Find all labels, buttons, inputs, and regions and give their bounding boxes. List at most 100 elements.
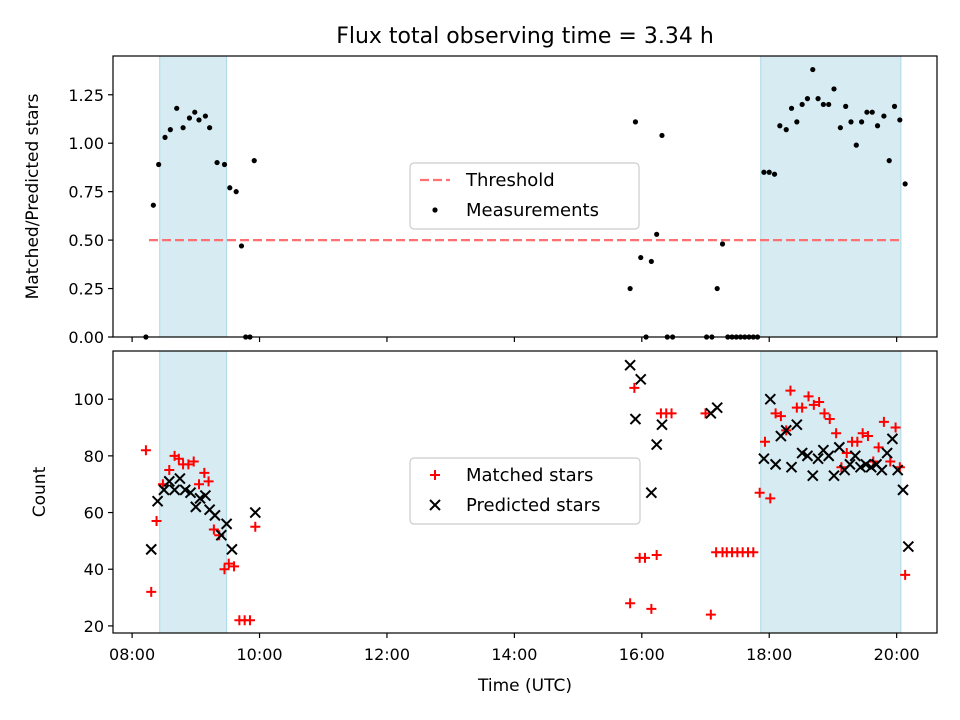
- observing-windows-bottom: [159, 350, 902, 634]
- predicted-star-marker: [151, 495, 164, 507]
- measurement-point: [837, 125, 843, 131]
- bottom-panel-star-counts: 20 40 60 80 100 08:00 10:00 12:00 14:00 16:00 18:…: [30, 350, 938, 696]
- predicted-stars-series: [145, 359, 915, 556]
- measurement-point: [627, 285, 633, 292]
- matched-star-marker: [223, 558, 234, 569]
- matched-star-marker: [666, 408, 677, 419]
- matched-star-marker: [208, 524, 219, 535]
- matched-star-marker: [151, 516, 162, 527]
- top-y-tick-label: 1.25: [68, 86, 104, 105]
- measurement-point: [864, 109, 870, 115]
- measurement-point: [771, 171, 778, 177]
- predicted-star-marker: [199, 489, 212, 502]
- matched-star-marker: [814, 397, 825, 408]
- measurement-point: [233, 189, 239, 195]
- measurement-point: [831, 86, 837, 92]
- predicted-star-marker: [764, 393, 776, 405]
- measurement-point: [874, 123, 881, 129]
- bottom-y-tick-label: 60: [84, 504, 104, 523]
- predicted-star-marker: [215, 529, 228, 541]
- measurement-point: [251, 158, 257, 164]
- predicted-star-marker: [635, 373, 647, 386]
- x-axis-label: Time (UTC): [477, 676, 572, 696]
- measurement-point: [156, 161, 162, 168]
- top-y-tick-label: 0.00: [68, 328, 104, 347]
- legend-box: [409, 457, 641, 525]
- bottom-y-tick-label: 80: [84, 447, 104, 466]
- predicted-star-marker: [711, 401, 723, 414]
- measurement-point: [766, 169, 772, 175]
- matched-star-marker: [146, 586, 157, 597]
- matched-star-marker: [194, 479, 205, 490]
- top-y-tick-label: 0.50: [68, 231, 104, 250]
- measurement-point: [214, 159, 220, 166]
- measurement-point: [654, 231, 660, 237]
- measurement-point: [820, 101, 826, 108]
- measurement-point: [659, 132, 665, 139]
- measurement-point: [799, 101, 805, 108]
- legend-matched-swatch: [430, 470, 440, 480]
- matched-star-marker: [831, 428, 842, 439]
- matched-star-marker: [748, 547, 759, 558]
- observing-window-1: [159, 55, 228, 338]
- measurement-point: [180, 125, 186, 131]
- predicted-star-marker: [226, 543, 238, 556]
- matched-star-marker: [808, 399, 819, 410]
- x-tick-label: 12:00: [364, 645, 410, 664]
- predicted-star-marker: [865, 461, 877, 473]
- predicted-star-marker: [902, 540, 915, 553]
- matched-star-marker: [824, 414, 835, 425]
- observing-window-1: [159, 350, 228, 634]
- x-tick-label: 14:00: [491, 645, 537, 664]
- top-y-tick-label: 1.00: [68, 134, 104, 153]
- measurement-point: [167, 127, 173, 133]
- matched-star-marker: [754, 487, 765, 498]
- predicted-star-marker: [897, 484, 909, 496]
- measurement-point: [881, 113, 887, 119]
- matched-star-marker: [900, 569, 911, 580]
- measurement-point: [186, 115, 193, 121]
- matched-star-marker: [199, 467, 210, 478]
- predicted-star-marker: [780, 424, 792, 437]
- predicted-star-marker: [849, 450, 861, 462]
- measurement-point: [150, 202, 156, 208]
- matched-star-marker: [250, 521, 261, 532]
- matched-star-marker: [140, 445, 151, 456]
- predicted-star-marker: [168, 484, 181, 496]
- measurement-point: [886, 158, 892, 164]
- matched-star-marker: [890, 422, 901, 433]
- measurement-point: [174, 105, 180, 111]
- predicted-star-marker: [194, 492, 206, 505]
- matched-star-marker: [188, 456, 199, 467]
- measurement-point: [719, 241, 726, 247]
- bottom-y-axis-label: Count: [30, 466, 50, 517]
- measurement-point: [638, 254, 644, 261]
- predicted-star-marker: [822, 450, 835, 462]
- predicted-star-marker: [179, 484, 191, 496]
- measurement-point: [902, 181, 908, 187]
- measurement-point: [843, 103, 849, 109]
- matched-star-marker: [857, 428, 868, 439]
- measurement-point: [783, 127, 789, 133]
- predicted-star-marker: [854, 461, 867, 473]
- matched-star-marker: [700, 408, 711, 419]
- measurement-point: [202, 113, 208, 119]
- matched-star-marker: [173, 453, 184, 464]
- predicted-star-marker: [624, 359, 636, 371]
- predicted-star-marker: [184, 487, 197, 499]
- measurement-point: [891, 103, 898, 109]
- chart-title: Flux total observing time = 3.34 h: [336, 24, 714, 49]
- top-panel-flux-ratio: 0.00 0.25 0.50 0.75 1.00 1.25 Matched/Predict…: [23, 55, 938, 347]
- matched-star-marker: [797, 402, 808, 413]
- measurement-point: [632, 119, 639, 125]
- matched-star-marker: [203, 476, 214, 487]
- matched-star-marker: [765, 493, 776, 504]
- predicted-star-marker: [145, 543, 157, 556]
- legend-entry-label: Predicted stars: [466, 495, 600, 516]
- measurement-point: [196, 117, 202, 123]
- bottom-axes-frame: [112, 350, 938, 634]
- bottom-legend: Matched stars Predicted stars: [409, 457, 641, 525]
- measurement-point: [221, 161, 228, 168]
- measurement-point: [648, 258, 654, 265]
- matched-star-marker: [625, 598, 636, 609]
